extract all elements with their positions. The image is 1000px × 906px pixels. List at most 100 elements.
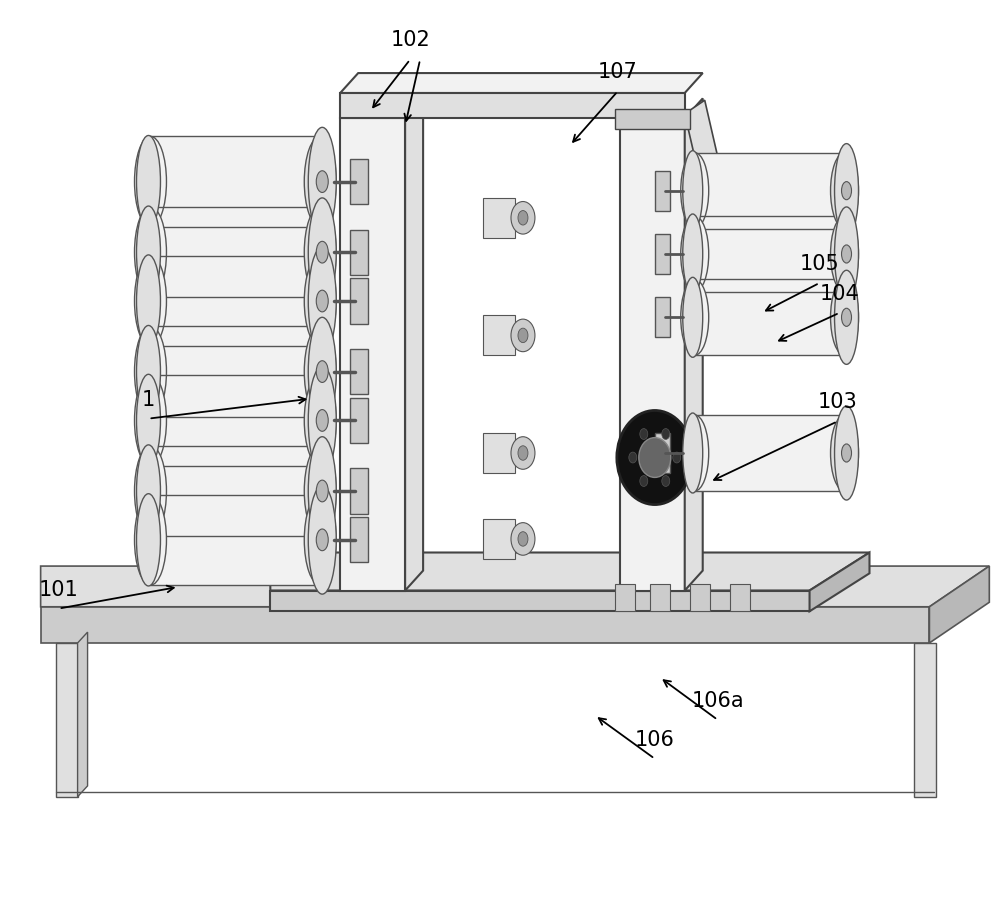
Ellipse shape <box>316 480 328 502</box>
Ellipse shape <box>137 325 160 418</box>
Text: 101: 101 <box>39 580 78 600</box>
Polygon shape <box>405 99 423 591</box>
Ellipse shape <box>835 144 859 237</box>
Polygon shape <box>483 519 515 559</box>
Polygon shape <box>685 99 703 591</box>
Ellipse shape <box>681 153 709 228</box>
Ellipse shape <box>308 246 336 355</box>
Polygon shape <box>350 398 368 443</box>
Ellipse shape <box>511 523 535 555</box>
Ellipse shape <box>304 326 336 417</box>
Ellipse shape <box>681 216 709 292</box>
Ellipse shape <box>308 128 336 236</box>
Polygon shape <box>655 234 670 274</box>
Ellipse shape <box>662 476 670 487</box>
Ellipse shape <box>304 375 336 466</box>
Ellipse shape <box>681 279 709 355</box>
Polygon shape <box>350 159 368 204</box>
Polygon shape <box>150 326 320 417</box>
Ellipse shape <box>518 446 528 460</box>
Ellipse shape <box>683 277 703 357</box>
Polygon shape <box>350 517 368 563</box>
Ellipse shape <box>308 198 336 306</box>
Polygon shape <box>150 137 320 226</box>
Ellipse shape <box>308 366 336 475</box>
Ellipse shape <box>842 308 852 326</box>
Text: 104: 104 <box>820 284 859 304</box>
Polygon shape <box>150 207 320 297</box>
Polygon shape <box>56 643 78 796</box>
Ellipse shape <box>137 374 160 467</box>
Ellipse shape <box>511 201 535 234</box>
Ellipse shape <box>304 207 336 297</box>
Polygon shape <box>650 584 670 612</box>
Polygon shape <box>615 110 690 130</box>
Polygon shape <box>41 566 989 607</box>
Ellipse shape <box>842 444 852 462</box>
Polygon shape <box>350 349 368 394</box>
Ellipse shape <box>831 153 859 228</box>
Ellipse shape <box>683 150 703 231</box>
Ellipse shape <box>308 317 336 426</box>
Polygon shape <box>695 153 845 228</box>
Polygon shape <box>483 198 515 237</box>
Ellipse shape <box>304 446 336 536</box>
Ellipse shape <box>135 255 166 346</box>
Polygon shape <box>690 584 710 612</box>
Ellipse shape <box>515 573 565 587</box>
Polygon shape <box>620 119 685 591</box>
Polygon shape <box>695 216 845 292</box>
Ellipse shape <box>842 181 852 199</box>
Ellipse shape <box>639 438 671 477</box>
Ellipse shape <box>135 137 166 226</box>
Polygon shape <box>655 170 670 210</box>
Polygon shape <box>340 73 703 93</box>
Ellipse shape <box>316 241 328 263</box>
Text: 103: 103 <box>818 392 857 412</box>
Text: 106: 106 <box>635 729 675 749</box>
Ellipse shape <box>137 445 160 537</box>
Polygon shape <box>150 446 320 536</box>
Ellipse shape <box>316 290 328 312</box>
Ellipse shape <box>304 495 336 585</box>
Ellipse shape <box>518 532 528 546</box>
Ellipse shape <box>683 214 703 294</box>
Polygon shape <box>615 584 635 612</box>
Ellipse shape <box>673 452 681 463</box>
Polygon shape <box>695 415 845 491</box>
Text: 1: 1 <box>142 390 155 410</box>
Ellipse shape <box>681 415 709 491</box>
Text: 106a: 106a <box>691 690 744 711</box>
Ellipse shape <box>316 170 328 192</box>
Ellipse shape <box>511 319 535 352</box>
Ellipse shape <box>835 270 859 364</box>
Polygon shape <box>350 468 368 514</box>
Ellipse shape <box>308 486 336 594</box>
Ellipse shape <box>316 529 328 551</box>
Ellipse shape <box>518 328 528 342</box>
Polygon shape <box>270 591 810 612</box>
Ellipse shape <box>304 255 336 346</box>
Ellipse shape <box>316 410 328 431</box>
Ellipse shape <box>137 494 160 586</box>
Polygon shape <box>78 632 88 796</box>
Polygon shape <box>483 433 515 473</box>
Polygon shape <box>730 584 750 612</box>
Ellipse shape <box>835 406 859 500</box>
Ellipse shape <box>683 413 703 493</box>
Polygon shape <box>150 495 320 585</box>
Polygon shape <box>350 229 368 275</box>
Ellipse shape <box>662 429 670 439</box>
Ellipse shape <box>137 206 160 298</box>
Ellipse shape <box>640 429 648 439</box>
Text: 107: 107 <box>598 63 638 82</box>
Polygon shape <box>929 566 989 643</box>
Ellipse shape <box>137 136 160 227</box>
Ellipse shape <box>135 446 166 536</box>
Ellipse shape <box>511 437 535 469</box>
Ellipse shape <box>835 207 859 301</box>
Polygon shape <box>695 279 845 355</box>
Ellipse shape <box>316 361 328 382</box>
Ellipse shape <box>304 137 336 226</box>
Ellipse shape <box>629 452 637 463</box>
